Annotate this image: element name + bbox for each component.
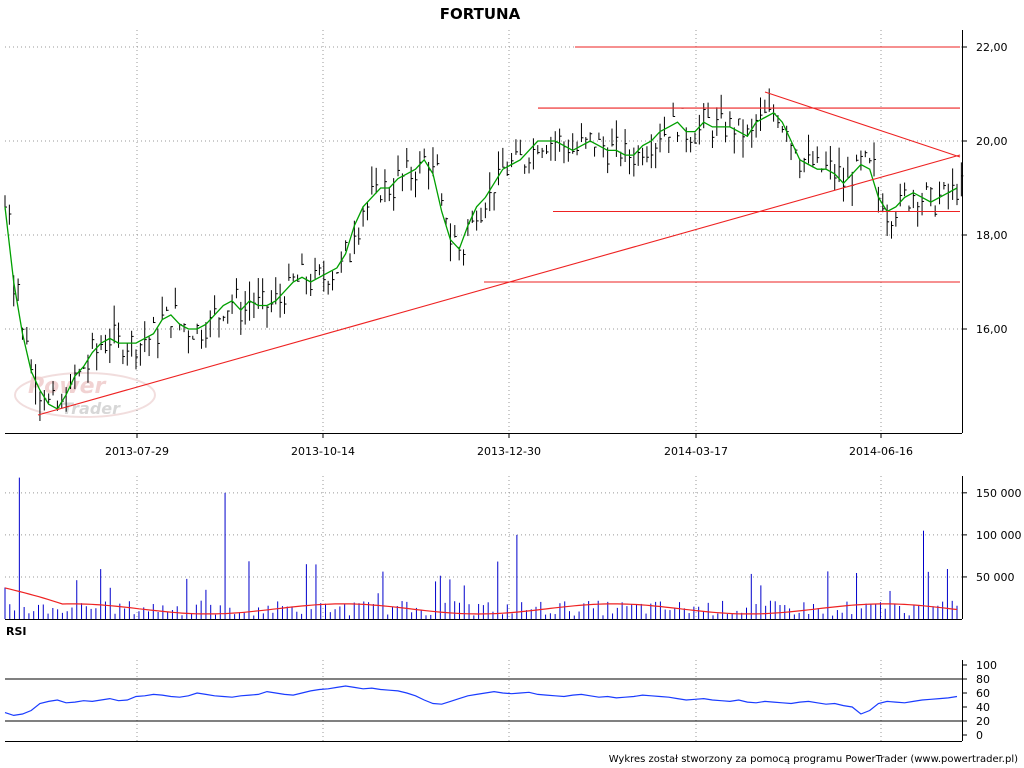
svg-text:Trader: Trader [62, 399, 121, 418]
rsi-y-tick-label: 0 [976, 729, 983, 742]
price-panel-frame [5, 30, 963, 434]
volume-average-line [4, 587, 958, 615]
x-tick-label: 2014-03-17 [664, 445, 728, 458]
y-tick-label: 20,00 [976, 135, 1008, 148]
svg-text:Power: Power [28, 374, 106, 399]
rsi-line [4, 685, 958, 717]
rsi-y-tick-label: 60 [976, 687, 990, 700]
moving-average [4, 111, 958, 410]
trend-lines [37, 46, 961, 416]
rsi-panel-frame [5, 660, 963, 742]
gridlines [5, 30, 962, 741]
volume-bars [4, 477, 958, 619]
rsi-y-tick-label: 20 [976, 715, 990, 728]
rsi-y-tick-label: 40 [976, 701, 990, 714]
rising-trend-line [37, 154, 961, 416]
rsi-series [4, 678, 962, 722]
y-tick-label: 18,00 [976, 229, 1008, 242]
x-tick-label: 2013-07-29 [105, 445, 169, 458]
chart-title: FORTUNA [440, 5, 521, 23]
falling-trend-line [764, 91, 961, 158]
x-tick-label: 2013-12-30 [477, 445, 541, 458]
powertrader-watermark: Power Trader [14, 372, 156, 418]
y-tick-label: 22,00 [976, 41, 1008, 54]
credit-text: Wykres został stworzony za pomocą progra… [609, 754, 1018, 765]
volume-y-tick-label: 100 000 [976, 529, 1022, 542]
volume-panel-frame [5, 476, 963, 620]
volume-y-tick-label: 150 000 [976, 487, 1022, 500]
x-tick-label: 2014-06-16 [849, 445, 913, 458]
rsi-label: RSI [6, 625, 27, 638]
moving-average-line [4, 111, 958, 410]
x-tick-label: 2013-10-14 [291, 445, 355, 458]
price-bars [4, 88, 964, 422]
y-tick-label: 16,00 [976, 323, 1008, 336]
volume-y-tick-label: 50 000 [976, 571, 1015, 584]
axis-ticks: 2013-07-29 2013-10-14 2013-12-30 2014-03-17… [105, 41, 1021, 742]
rsi-y-tick-label: 80 [976, 673, 990, 686]
rsi-y-tick-label: 100 [976, 659, 997, 672]
